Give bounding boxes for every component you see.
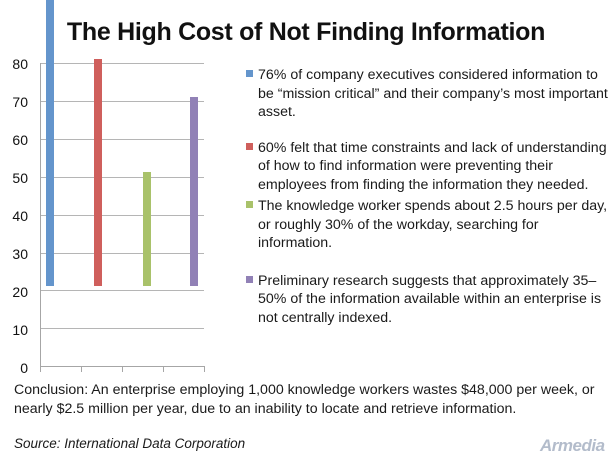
armedia-logo: Armedia [540,436,605,455]
gridline [40,177,204,178]
y-tick-0: 0 [20,360,28,376]
bar-time-constraints [94,59,102,286]
gridline [40,215,204,216]
y-tick-30: 30 [12,246,28,262]
gridline [40,101,204,102]
bullet-item: Preliminary research suggests that appro… [246,272,612,328]
x-tick [40,366,41,372]
x-tick [81,366,82,372]
bar-not-indexed [190,97,198,286]
bullet-text: Preliminary research suggests that appro… [258,272,602,326]
bullet-text: 76% of company executives considered inf… [258,67,608,120]
chart-title: The High Cost of Not Finding Information [66,18,546,46]
y-tick-60: 60 [12,132,28,148]
y-tick-80: 80 [12,56,28,72]
x-tick [163,366,164,372]
gridline [40,328,204,329]
bullet-item: 76% of company executives considered inf… [246,66,612,122]
bullet-item: 60% felt that time constraints and lack … [246,139,612,195]
y-axis [40,63,41,367]
source-citation: Source: International Data Corporation [14,436,246,451]
gridline [40,290,204,291]
gridline [40,139,204,140]
legend-bullets: 76% of company executives considered inf… [246,66,612,327]
y-tick-10: 10 [12,322,28,338]
bullet-item: The knowledge worker spends about 2.5 ho… [246,197,612,253]
blue-square-icon [246,70,253,77]
x-tick [204,366,205,372]
gridline [40,253,204,254]
y-tick-20: 20 [12,284,28,300]
purple-square-icon [246,275,253,283]
y-tick-50: 50 [12,170,28,186]
x-tick [122,366,123,372]
gridline [40,63,204,64]
bullet-text: 60% felt that time constraints and lack … [258,139,607,193]
bar-executives [46,0,54,286]
conclusion-text: Conclusion: An enterprise employing 1,00… [14,382,595,417]
y-tick-40: 40 [12,208,28,224]
green-square-icon [246,201,253,208]
red-square-icon [246,142,253,150]
bar-chart: 80 70 60 50 40 30 20 10 0 [0,0,230,380]
y-tick-70: 70 [12,94,28,110]
bullet-text: The knowledge worker spends about 2.5 ho… [258,198,608,251]
bar-workday-searching [143,172,151,286]
